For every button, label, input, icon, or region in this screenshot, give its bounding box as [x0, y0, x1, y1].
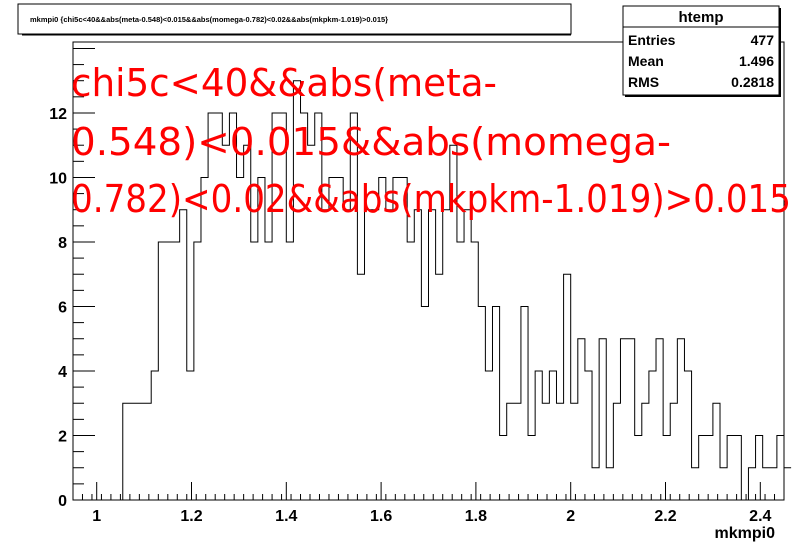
stats-entries-value: 477 [751, 32, 775, 48]
x-axis: 1 1.2 1.4 1.6 1.8 2 2.2 2.4 [72, 482, 785, 525]
title-box [17, 3, 572, 35]
x-tick-label: 1.6 [370, 508, 392, 525]
overlay-annotation: chi5c<40&&abs(meta- 0.548)<0.015&&abs(mo… [71, 61, 791, 221]
plot-frame [72, 41, 785, 501]
overlay-line-2: 0.548)<0.015&&abs(momega- [71, 120, 671, 164]
chart-title: mkmpi0 {chi5c<40&&abs(meta-0.548)<0.015&… [30, 15, 388, 24]
x-tick-label: 2.4 [749, 508, 771, 525]
stats-rms-value: 0.2818 [731, 74, 774, 90]
x-tick-label: 1.4 [275, 508, 297, 525]
stats-title: htemp [679, 9, 724, 26]
y-tick-label: 0 [58, 493, 67, 510]
x-axis-label: mkmpi0 [715, 525, 776, 542]
stats-mean-label: Mean [628, 53, 664, 69]
stats-rms-label: RMS [628, 74, 659, 90]
x-tick-label: 2.2 [654, 508, 676, 525]
y-tick-label: 10 [49, 170, 67, 187]
stats-box: htemp Entries 477 Mean 1.496 RMS 0.2818 [622, 5, 781, 97]
x-tick-label: 2 [566, 508, 575, 525]
stats-entries-label: Entries [628, 32, 676, 48]
overlay-line-1: chi5c<40&&abs(meta- [71, 61, 497, 105]
x-tick-label: 1 [92, 508, 101, 525]
x-tick-label: 1.2 [180, 508, 202, 525]
stats-mean-value: 1.496 [739, 53, 774, 69]
y-tick-label: 4 [58, 364, 67, 381]
histogram-outline [73, 80, 792, 501]
y-tick-label: 2 [58, 428, 67, 445]
overlay-line-3: 0.782)<0.02&&abs(mkpkm-1.019)>0.015 [71, 177, 791, 221]
y-axis: 0 2 4 6 8 10 12 [49, 47, 95, 510]
y-tick-label: 12 [49, 106, 67, 123]
y-tick-label: 6 [58, 299, 67, 316]
y-tick-label: 8 [58, 235, 67, 252]
x-tick-label: 1.8 [465, 508, 487, 525]
